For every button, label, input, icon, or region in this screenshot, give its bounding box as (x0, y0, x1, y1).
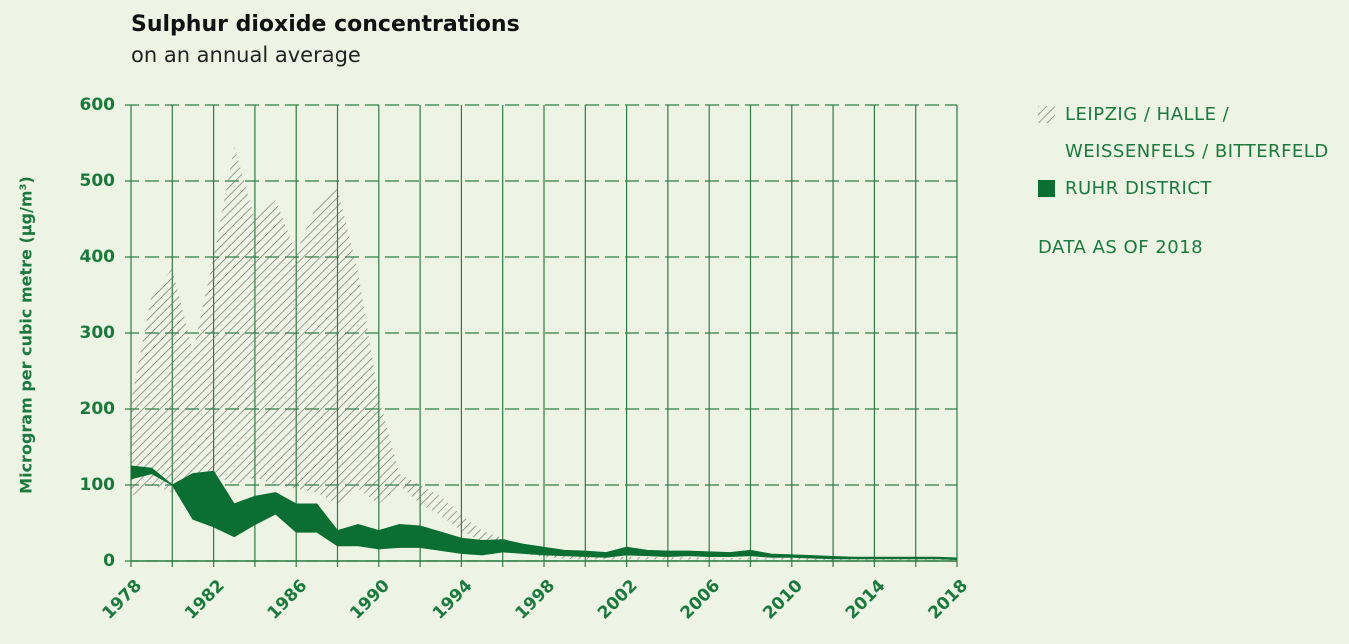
legend-swatch (1038, 180, 1055, 197)
x-tick-label: 2018 (924, 576, 972, 624)
x-tick-label: 2010 (759, 576, 807, 624)
y-tick-label: 0 (103, 551, 115, 571)
y-tick-label: 600 (80, 95, 116, 115)
band-area (131, 466, 957, 560)
legend-label: RUHR DISTRICT (1065, 178, 1212, 199)
legend-swatch (1038, 106, 1055, 123)
legend: LEIPZIG / HALLE / WEISSENFELS / BITTERFE… (1038, 96, 1349, 258)
legend-label: LEIPZIG / HALLE / WEISSENFELS / BITTERFE… (1065, 104, 1329, 162)
annotation: DATA AS OF 2018 (1038, 237, 1204, 258)
x-tick-label: 1998 (511, 576, 559, 624)
chart-title: Sulphur dioxide concentrations (131, 12, 520, 37)
band-edge-high (130, 465, 958, 559)
legend-item: RUHR DISTRICT (1038, 170, 1349, 207)
x-tick-label: 1986 (264, 576, 312, 624)
y-tick-label: 500 (80, 171, 116, 191)
band-edge-low (130, 473, 958, 560)
swatch-fill (1038, 180, 1055, 197)
y-axis-title: Microgram per cubic metre (µg/m³) (17, 176, 36, 494)
x-tick-label: 1978 (98, 576, 146, 624)
x-tick-label: 2002 (594, 576, 642, 624)
x-tick-label: 1982 (181, 576, 229, 624)
y-tick-label: 100 (80, 475, 116, 495)
legend-item: LEIPZIG / HALLE / WEISSENFELS / BITTERFE… (1038, 96, 1349, 170)
y-tick-label: 200 (80, 399, 116, 419)
swatch-fill (1038, 106, 1055, 123)
y-tick-label: 300 (80, 323, 116, 343)
x-tick-label: 1994 (429, 576, 477, 624)
band-area (131, 146, 957, 561)
chart-subtitle: on an annual average (131, 43, 361, 67)
x-tick-label: 2006 (677, 576, 725, 624)
y-tick-label: 400 (80, 247, 116, 267)
x-tick-label: 2014 (842, 576, 890, 624)
x-tick-label: 1990 (346, 576, 394, 624)
